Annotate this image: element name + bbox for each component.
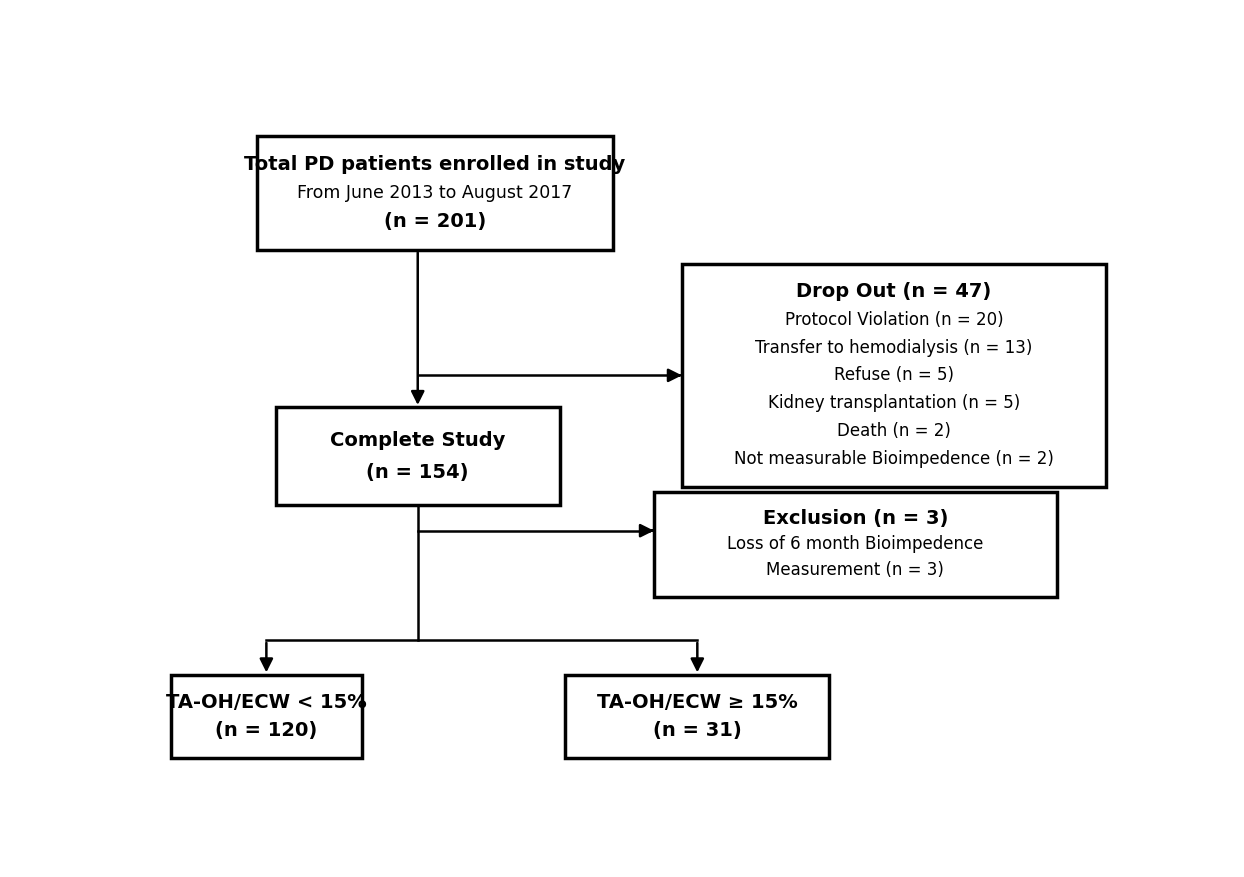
Text: (n = 201): (n = 201): [384, 212, 486, 231]
FancyBboxPatch shape: [654, 492, 1057, 596]
Text: Total PD patients enrolled in study: Total PD patients enrolled in study: [245, 155, 626, 175]
FancyBboxPatch shape: [256, 136, 613, 250]
Text: TA-OH/ECW ≥ 15%: TA-OH/ECW ≥ 15%: [597, 693, 797, 712]
Text: Transfer to hemodialysis (n = 13): Transfer to hemodialysis (n = 13): [755, 339, 1033, 356]
Text: Refuse (n = 5): Refuse (n = 5): [833, 367, 954, 384]
Text: (n = 31): (n = 31): [653, 721, 741, 739]
Text: TA-OH/ECW < 15%: TA-OH/ECW < 15%: [165, 693, 367, 712]
Text: Drop Out (n = 47): Drop Out (n = 47): [796, 282, 991, 302]
Text: Not measurable Bioimpedence (n = 2): Not measurable Bioimpedence (n = 2): [734, 450, 1054, 468]
Text: Exclusion (n = 3): Exclusion (n = 3): [763, 509, 948, 527]
Text: Kidney transplantation (n = 5): Kidney transplantation (n = 5): [768, 395, 1020, 412]
Text: (n = 120): (n = 120): [215, 721, 317, 739]
Text: (n = 154): (n = 154): [367, 463, 469, 482]
Text: Complete Study: Complete Study: [330, 431, 505, 450]
Text: Loss of 6 month Bioimpedence: Loss of 6 month Bioimpedence: [728, 535, 984, 553]
FancyBboxPatch shape: [682, 264, 1106, 487]
Text: Death (n = 2): Death (n = 2): [837, 422, 950, 440]
FancyBboxPatch shape: [275, 408, 560, 505]
Text: From June 2013 to August 2017: From June 2013 to August 2017: [297, 184, 572, 202]
Text: Protocol Violation (n = 20): Protocol Violation (n = 20): [785, 310, 1004, 329]
Text: Measurement (n = 3): Measurement (n = 3): [766, 561, 944, 580]
FancyBboxPatch shape: [565, 675, 830, 758]
FancyBboxPatch shape: [170, 675, 362, 758]
